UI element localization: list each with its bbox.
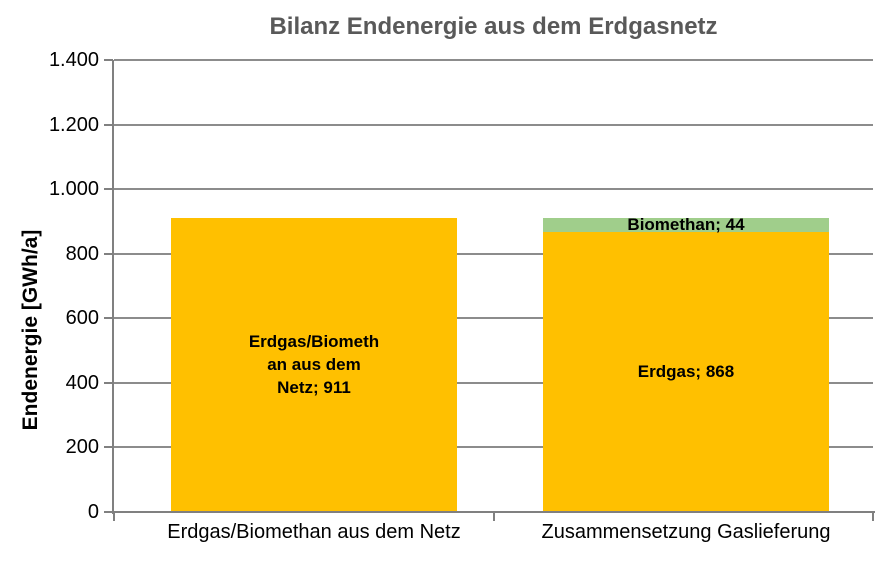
bar-label-line: an aus dem [267, 355, 361, 375]
gridline-600 [114, 317, 873, 320]
chart-title: Bilanz Endenergie aus dem Erdgasnetz [269, 13, 718, 40]
bar-segment-label-erdgas-biomethan-aus-dem-netz: Erdgas/Biometh an aus dem Netz; 911 [249, 330, 379, 399]
gridline-800 [114, 252, 873, 255]
bar-label-line: Netz; 911 [277, 378, 351, 398]
y-axis-line [112, 60, 114, 514]
y-tick-0 [104, 511, 113, 513]
gridline-400 [114, 381, 873, 384]
x-tick-2 [872, 513, 874, 521]
gridline-1200 [114, 123, 873, 126]
bar-label-line: Erdgas; 868 [637, 362, 735, 382]
bar-label-line: Erdgas/Biometh [248, 332, 380, 352]
plot-area: Erdgas/Biometh an aus dem Netz; 911 Erdgas;… [114, 59, 873, 512]
gridline-1000 [114, 188, 873, 191]
bar-segment-label-erdgas: Erdgas; 868 [638, 360, 734, 383]
y-tick-label-600: 600 [65, 307, 99, 330]
x-axis-line [112, 511, 875, 513]
x-tick-0 [113, 513, 115, 521]
y-tick-label-1000: 1.000 [48, 178, 99, 201]
y-tick-400 [104, 381, 113, 384]
bar-label-line: Biomethan; 44 [627, 215, 745, 235]
y-tick-600 [104, 317, 113, 320]
bars-layer: Erdgas/Biometh an aus dem Netz; 911 Erdgas;… [114, 60, 873, 512]
y-tick-label-400: 400 [65, 371, 99, 394]
bar-segment-erdgas-biomethan-aus-dem-netz: Erdgas/Biometh an aus dem Netz; 911 [171, 217, 457, 512]
category-label-erdgas-biomethan-aus-dem-netz: Erdgas/Biomethan aus dem Netz [167, 521, 461, 543]
y-tick-label-1200: 1.200 [48, 113, 99, 136]
gridlines-layer [114, 59, 873, 512]
category-label-zusammensetzung-gaslieferung: Zusammensetzung Gaslieferung [541, 521, 831, 543]
gridline-1400 [114, 59, 873, 61]
y-tick-label-0: 0 [87, 501, 99, 523]
y-tick-1400 [104, 59, 113, 61]
bar-segment-erdgas: Erdgas; 868 [543, 231, 829, 512]
y-tick-800 [104, 252, 113, 255]
y-tick-1200 [104, 123, 113, 126]
y-tick-1000 [104, 188, 113, 191]
gridline-200 [114, 446, 873, 449]
bar-segment-biomethan: Biomethan; 44 [543, 215, 829, 234]
x-tick-1 [492, 513, 495, 521]
y-tick-label-200: 200 [65, 436, 99, 459]
y-tick-label-1400: 1.400 [48, 49, 99, 71]
y-tick-200 [104, 446, 113, 449]
bar-segment-label-biomethan: Biomethan; 44 [627, 213, 744, 236]
y-tick-label-800: 800 [65, 242, 99, 265]
